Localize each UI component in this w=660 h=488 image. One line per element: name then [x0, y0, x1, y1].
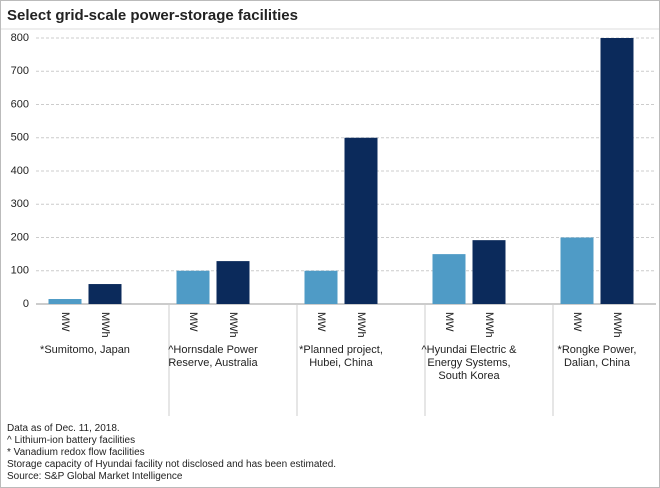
- bar: [304, 270, 338, 304]
- bar: [216, 261, 250, 304]
- group-label: *Planned project, Hubei, China: [299, 344, 383, 369]
- x-sub-label: MWh: [355, 312, 367, 338]
- y-tick-label: 100: [11, 265, 29, 277]
- x-sub-label: MWh: [99, 312, 111, 338]
- x-sub-label: MW: [59, 312, 71, 332]
- footnote: Data as of Dec. 11, 2018.: [7, 423, 120, 434]
- footnote: Storage capacity of Hyundai facility not…: [7, 459, 337, 470]
- bar: [600, 38, 634, 304]
- bar: [432, 254, 466, 304]
- y-tick-label: 200: [11, 231, 29, 243]
- group-label: *Sumitomo, Japan: [40, 344, 130, 356]
- y-tick-label: 0: [23, 298, 29, 310]
- bar: [88, 284, 122, 304]
- group-label: ^Hornsdale Power Reserve, Australia: [168, 344, 258, 369]
- bar: [176, 270, 210, 304]
- footnote: * Vanadium redox flow facilities: [7, 447, 145, 458]
- x-sub-label: MW: [571, 312, 583, 332]
- y-tick-label: 300: [11, 198, 29, 210]
- y-tick-label: 700: [11, 65, 29, 77]
- x-sub-label: MW: [443, 312, 455, 332]
- x-sub-label: MWh: [227, 312, 239, 338]
- group-label: *Rongke Power, Dalian, China: [557, 344, 637, 369]
- y-tick-label: 600: [11, 98, 29, 110]
- x-sub-label: MW: [315, 312, 327, 332]
- y-tick-label: 500: [11, 132, 29, 144]
- bar: [344, 137, 378, 304]
- y-tick-label: 400: [11, 165, 29, 177]
- footnote: ^ Lithium-ion battery facilities: [7, 435, 136, 446]
- bar: [48, 299, 82, 304]
- footnote: Source: S&P Global Market Intelligence: [7, 471, 183, 482]
- group-label: ^Hyundai Electric & Energy Systems, Sout…: [421, 344, 517, 382]
- y-tick-label: 800: [11, 32, 29, 44]
- bar: [560, 237, 594, 304]
- x-sub-label: MWh: [611, 312, 623, 338]
- bar: [472, 240, 506, 304]
- x-sub-label: MWh: [483, 312, 495, 338]
- chart-title: Select grid-scale power-storage faciliti…: [7, 7, 298, 24]
- x-sub-label: MW: [187, 312, 199, 332]
